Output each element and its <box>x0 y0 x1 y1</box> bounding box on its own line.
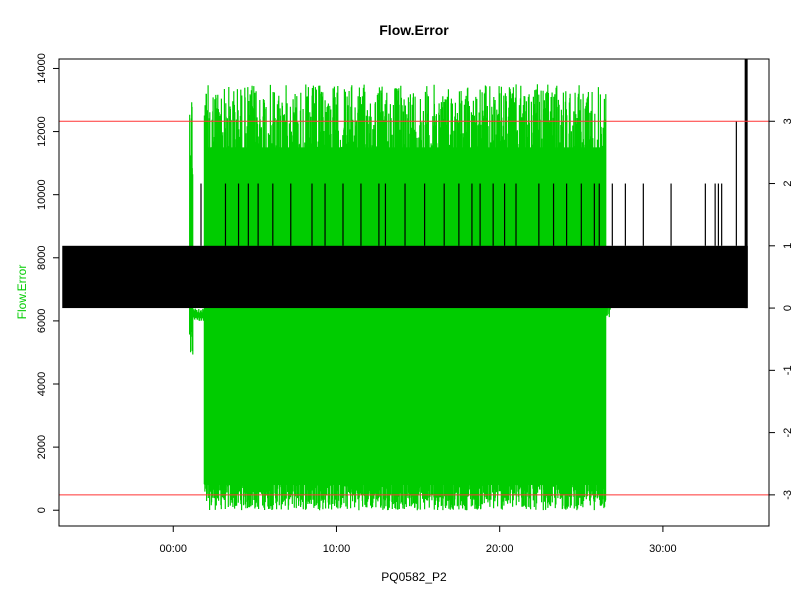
left-tick-label: 14000 <box>36 53 48 84</box>
left-axis: 0 2000 4000 6000 8000 10000 12000 14000 <box>36 53 59 513</box>
left-tick-label: 6000 <box>36 309 48 333</box>
green-trace-segment <box>189 102 194 355</box>
right-tick-label: -3 <box>782 490 794 500</box>
bottom-tick-label: 20:00 <box>486 543 514 555</box>
right-tick-label: 0 <box>782 305 794 311</box>
bottom-tick-label: 10:00 <box>323 543 351 555</box>
left-tick-label: 2000 <box>36 435 48 459</box>
right-axis: -3 -2 -1 0 1 2 3 <box>769 118 794 500</box>
right-tick-label: 1 <box>782 243 794 249</box>
left-tick-label: 12000 <box>36 116 48 147</box>
plot-frame <box>58 58 770 527</box>
left-tick-label: 10000 <box>36 179 48 210</box>
black-band <box>62 245 748 309</box>
right-tick-label: 3 <box>782 118 794 124</box>
reference-lines <box>59 120 769 496</box>
green-trace-segment <box>192 308 205 321</box>
chart-title: Flow.Error <box>379 22 449 38</box>
black-series <box>62 59 748 309</box>
left-tick-label: 0 <box>36 507 48 513</box>
y-axis-label: Flow.Error <box>15 265 29 320</box>
bottom-tick-label: 00:00 <box>159 543 187 555</box>
right-tick-label: 2 <box>782 180 794 186</box>
right-tick-label: -1 <box>782 365 794 375</box>
left-tick-label: 8000 <box>36 246 48 270</box>
bottom-tick-label: 30:00 <box>649 543 677 555</box>
x-axis-label: PQ0582_P2 <box>381 570 447 584</box>
bottom-axis: 00:00 10:00 20:00 30:00 <box>159 526 677 555</box>
right-tick-label: -2 <box>782 428 794 438</box>
left-tick-label: 4000 <box>36 372 48 396</box>
